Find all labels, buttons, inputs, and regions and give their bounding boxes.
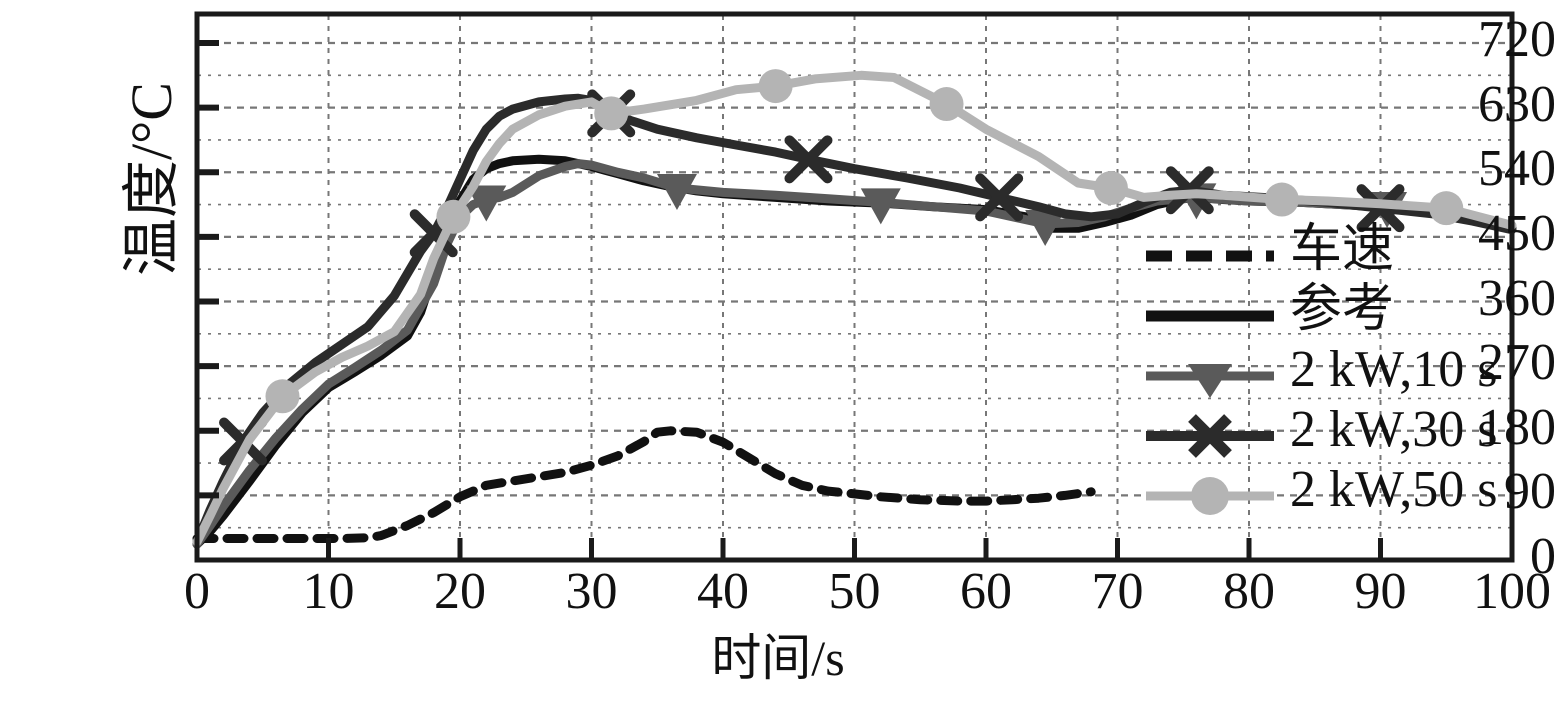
x-tick-label: 10 (302, 563, 355, 620)
data-marker-triangle (1025, 209, 1066, 246)
data-marker-circle (1429, 191, 1464, 226)
data-marker-circle (758, 69, 793, 104)
x-tick-label: 20 (434, 563, 486, 620)
legend-item-label: 2 kW,50 s (1290, 461, 1498, 518)
x-tick-label: 90 (1354, 563, 1407, 620)
y-axis-title: 温度/°C (119, 82, 184, 276)
data-marker-circle (436, 199, 471, 234)
x-tick-label: 100 (1473, 563, 1551, 620)
y-tick-label: 720 (1478, 11, 1556, 68)
y-tick-label: 180 (1478, 398, 1556, 456)
y-tick-label: 270 (1478, 334, 1556, 392)
data-marker-circle (929, 87, 964, 122)
x-tick-label: 30 (565, 563, 618, 620)
data-marker-circle (1264, 182, 1299, 217)
x-tick-label: 80 (1223, 563, 1275, 620)
x-tick-label: 40 (697, 563, 749, 620)
circle-marker-swatch (1146, 477, 1274, 515)
y-tick-label: 540 (1478, 140, 1556, 198)
data-marker-x (975, 173, 1024, 222)
data-marker-x (784, 135, 833, 184)
y-tick-label: 450 (1478, 204, 1556, 262)
y-tick-label: 360 (1478, 269, 1556, 327)
legend-item-label: 车速 (1290, 221, 1395, 278)
x-axis-title: 时间/s (711, 630, 845, 686)
x-tick-label: 50 (828, 563, 881, 620)
x-tick-label: 0 (184, 563, 210, 620)
y-tick-label: 630 (1478, 75, 1556, 133)
legend-item-0[interactable]: 车速 (1140, 224, 1540, 288)
series-4 (192, 69, 1517, 547)
legend-item-3[interactable]: 2 kW,30 s (1140, 404, 1540, 468)
series-line (192, 426, 1096, 543)
legend-item-label: 参考 (1290, 281, 1395, 338)
x-marker-swatch (1146, 414, 1274, 458)
triangle-marker-swatch (1146, 364, 1274, 398)
series-0 (192, 426, 1096, 543)
legend-item-2[interactable]: 2 kW,10 s (1140, 344, 1540, 408)
legend-item-4[interactable]: 2 kW,50 s (1140, 464, 1540, 528)
y-tick-label: 90 (1504, 463, 1556, 521)
dashed-line-swatch (1146, 250, 1274, 262)
data-marker-triangle (466, 185, 507, 222)
data-marker-circle (594, 96, 629, 131)
legend-item-label: 2 kW,30 s (1290, 401, 1498, 458)
data-marker-triangle (860, 188, 901, 225)
x-tick-label: 70 (1091, 563, 1144, 620)
y-tick-label: 0 (1530, 528, 1556, 585)
data-marker-circle (265, 379, 300, 414)
data-marker-triangle (656, 174, 697, 211)
data-marker-circle (1093, 171, 1128, 206)
series-line (192, 70, 1517, 547)
legend-item-1[interactable]: 参考 (1140, 284, 1540, 348)
solid-line-swatch (1146, 310, 1274, 322)
legend-item-label: 2 kW,10 s (1290, 341, 1498, 398)
chart-legend: 车速 参考 2 kW,10 s 2 kW,30 s (1140, 224, 1540, 528)
x-tick-label: 60 (960, 563, 1012, 620)
